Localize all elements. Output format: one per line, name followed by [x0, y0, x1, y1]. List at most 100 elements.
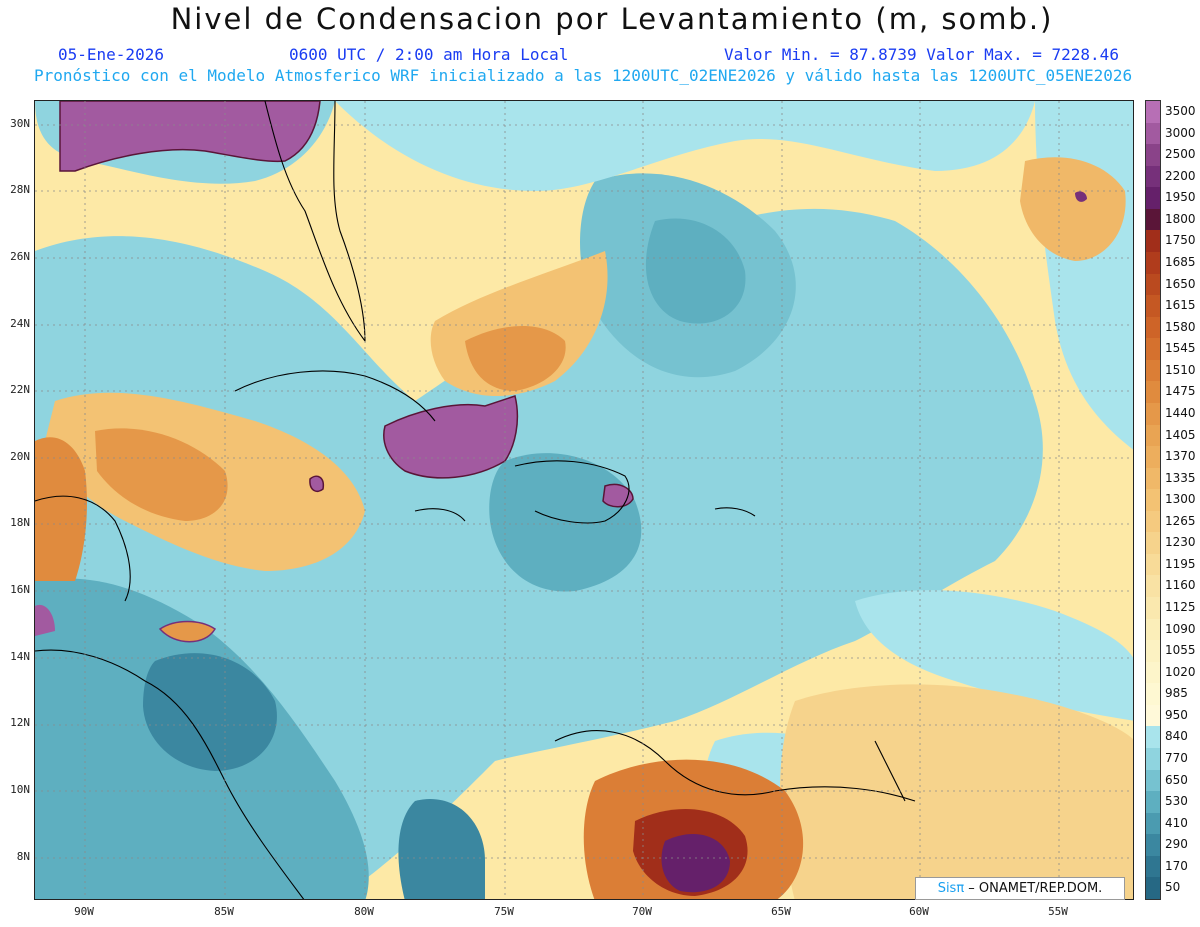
coastlines	[35, 101, 916, 899]
graticule	[35, 101, 1133, 899]
colorbar-label: 1800	[1165, 211, 1196, 226]
lon-label: 75W	[494, 905, 514, 918]
colorbar-label: 50	[1165, 880, 1181, 895]
lon-label: 85W	[214, 905, 234, 918]
lon-label: 60W	[909, 905, 929, 918]
colorbar-swatch	[1146, 251, 1160, 275]
colorbar-swatch	[1146, 618, 1160, 641]
colorbar-label: 840	[1165, 729, 1188, 744]
colorbar-swatch	[1146, 402, 1160, 425]
lat-label: 18N	[10, 516, 30, 529]
lat-label: 22N	[10, 383, 30, 396]
colorbar-swatch	[1146, 165, 1160, 188]
map-panel	[34, 100, 1134, 900]
colorbar-swatch	[1146, 489, 1160, 512]
colorbar-label: 3000	[1165, 125, 1196, 140]
colorbar-swatch	[1146, 338, 1160, 361]
colorbar-label: 1950	[1165, 190, 1196, 205]
colorbar-swatch	[1146, 726, 1160, 749]
lon-label: 80W	[354, 905, 374, 918]
colorbar-swatch	[1146, 510, 1160, 533]
colorbar-label: 530	[1165, 794, 1188, 809]
colorbar-swatch	[1146, 748, 1160, 771]
lat-label: 8N	[16, 850, 30, 863]
colorbar-swatch	[1146, 855, 1160, 878]
colorbar-swatch	[1146, 812, 1160, 835]
colorbar-label: 1020	[1165, 664, 1196, 679]
lon-label: 70W	[632, 905, 652, 918]
colorbar-swatch	[1146, 295, 1160, 318]
colorbar-swatch	[1146, 553, 1160, 576]
colorbar-label: 950	[1165, 707, 1188, 722]
colorbar-swatch	[1146, 467, 1160, 490]
colorbar-label: 1370	[1165, 449, 1196, 464]
sispi-logo-text: Sisπ	[937, 881, 965, 896]
colorbar-label: 2500	[1165, 147, 1196, 162]
colorbar-label: 1750	[1165, 233, 1196, 248]
lat-label: 16N	[10, 583, 30, 596]
lat-label: 26N	[10, 250, 30, 263]
valid-time: 0600 UTC / 2:00 am Hora Local	[289, 45, 569, 64]
lat-label: 14N	[10, 650, 30, 663]
colorbar-swatch	[1146, 640, 1160, 663]
colorbar-label: 1265	[1165, 513, 1196, 528]
credit-text: – ONAMET/REP.DOM.	[964, 881, 1103, 896]
colorbar-swatch	[1146, 273, 1160, 296]
colorbar-swatch	[1146, 704, 1160, 727]
model-info: Pronóstico con el Modelo Atmosferico WRF…	[34, 66, 1133, 85]
colorbar-swatch	[1146, 359, 1160, 382]
colorbar-swatch	[1146, 381, 1160, 404]
colorbar-swatch	[1146, 532, 1160, 555]
colorbar-label: 1615	[1165, 298, 1196, 313]
lat-label: 30N	[10, 117, 30, 130]
colorbar-swatch	[1146, 144, 1160, 167]
colorbar-label: 1055	[1165, 643, 1196, 658]
colorbar-swatch	[1146, 769, 1160, 792]
lat-label: 20N	[10, 450, 30, 463]
colorbar-label: 1300	[1165, 492, 1196, 507]
colorbar-label: 290	[1165, 837, 1188, 852]
colorbar-label: 2200	[1165, 168, 1196, 183]
colorbar-swatch	[1146, 122, 1160, 145]
colorbar-label: 1545	[1165, 341, 1196, 356]
colorbar-label: 650	[1165, 772, 1188, 787]
high-lcl-zones	[35, 157, 1133, 899]
lat-label: 24N	[10, 317, 30, 330]
colorbar-label: 1475	[1165, 384, 1196, 399]
lon-label: 65W	[771, 905, 791, 918]
very-high-lcl-blobs	[35, 101, 1087, 643]
colorbar-label: 1510	[1165, 362, 1196, 377]
colorbar-label: 1650	[1165, 276, 1196, 291]
colorbar	[1145, 100, 1161, 900]
credit-box: Sisπ – ONAMET/REP.DOM.	[915, 877, 1125, 900]
colorbar-swatch	[1146, 575, 1160, 598]
colorbar-label: 3500	[1165, 104, 1196, 118]
lon-label: 55W	[1048, 905, 1068, 918]
colorbar-swatch	[1146, 834, 1160, 857]
colorbar-label: 1125	[1165, 600, 1196, 615]
lon-label: 90W	[74, 905, 94, 918]
colorbar-swatch	[1146, 101, 1160, 124]
colorbar-label: 1440	[1165, 405, 1196, 420]
colorbar-label: 1195	[1165, 556, 1196, 571]
min-max-values: Valor Min. = 87.8739 Valor Max. = 7228.4…	[724, 45, 1119, 64]
colorbar-swatch	[1146, 424, 1160, 447]
colorbar-label: 1160	[1165, 578, 1196, 593]
colorbar-label: 1685	[1165, 254, 1196, 269]
colorbar-label: 410	[1165, 815, 1188, 830]
valid-date: 05-Ene-2026	[58, 45, 164, 64]
colorbar-label: 1090	[1165, 621, 1196, 636]
colorbar-swatch	[1146, 187, 1160, 210]
lcl-field-map	[35, 101, 1133, 899]
colorbar-label: 170	[1165, 858, 1188, 873]
colorbar-label: 1230	[1165, 535, 1196, 550]
colorbar-swatch	[1146, 661, 1160, 684]
colorbar-swatch	[1146, 316, 1160, 339]
lat-label: 28N	[10, 183, 30, 196]
colorbar-label: 985	[1165, 686, 1188, 701]
colorbar-swatch	[1146, 208, 1160, 231]
colorbar-swatch	[1146, 230, 1160, 253]
map-title: Nivel de Condensacion por Levantamiento …	[170, 2, 1054, 36]
colorbar-label: 1405	[1165, 427, 1196, 442]
colorbar-swatch	[1146, 597, 1160, 620]
